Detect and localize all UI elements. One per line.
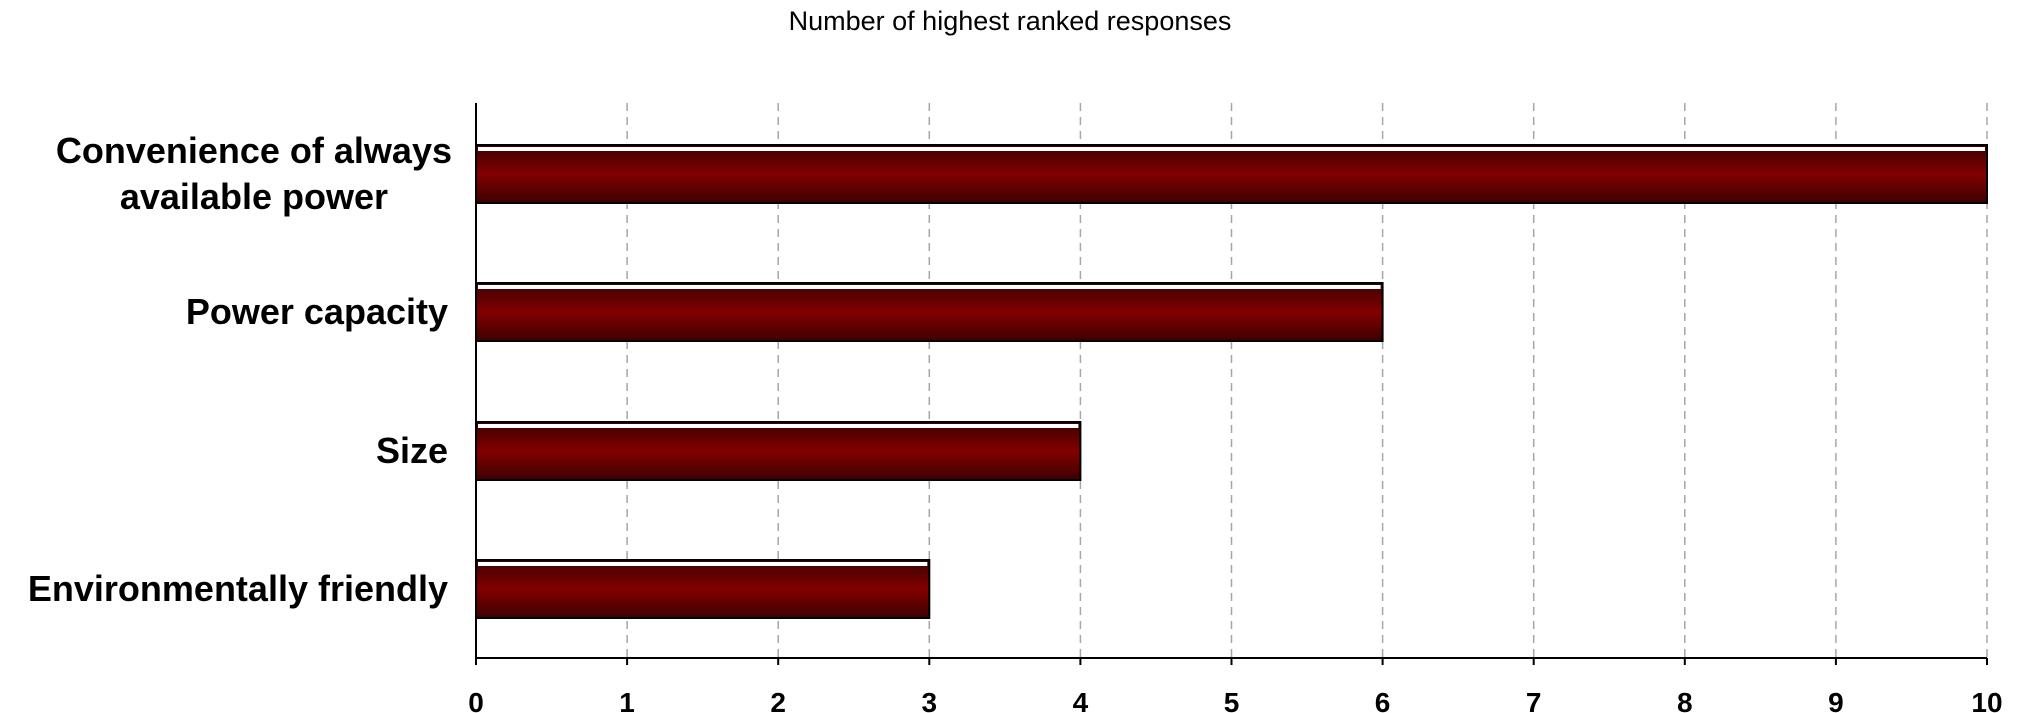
bar-highlight: [478, 424, 1079, 428]
x-tick-label: 6: [1375, 687, 1391, 713]
bars: [475, 144, 1988, 619]
category-label: Size: [376, 430, 448, 471]
x-tick-label: 0: [468, 687, 484, 713]
chart-title: Number of highest ranked responses: [789, 6, 1232, 36]
bar: [475, 421, 1082, 481]
x-tick-label: 10: [1971, 687, 2002, 713]
x-tick-label: 1: [619, 687, 635, 713]
x-tick-label: 8: [1677, 687, 1693, 713]
bar-highlight: [478, 285, 1381, 289]
x-tick-label: 4: [1073, 687, 1089, 713]
bar-highlight: [478, 562, 928, 566]
x-tick-label: 5: [1224, 687, 1240, 713]
x-tick-label: 3: [922, 687, 938, 713]
category-label: Environmentally friendly: [28, 568, 448, 609]
bar: [475, 282, 1384, 342]
axes: [475, 103, 1988, 665]
bar: [475, 559, 931, 619]
bar: [475, 144, 1988, 204]
category-label: available power: [120, 176, 388, 217]
x-tick-label: 7: [1526, 687, 1542, 713]
category-label: Power capacity: [186, 291, 448, 332]
category-labels: Convenience of always available power Powe…: [28, 130, 452, 609]
x-tick-labels: 0 1 2 3 4 5 6 7 8 9 10: [468, 687, 2002, 713]
category-label: Convenience of always: [56, 130, 452, 171]
x-tick-label: 2: [770, 687, 786, 713]
x-tick-label: 9: [1828, 687, 1844, 713]
bar-highlight: [478, 147, 1985, 151]
